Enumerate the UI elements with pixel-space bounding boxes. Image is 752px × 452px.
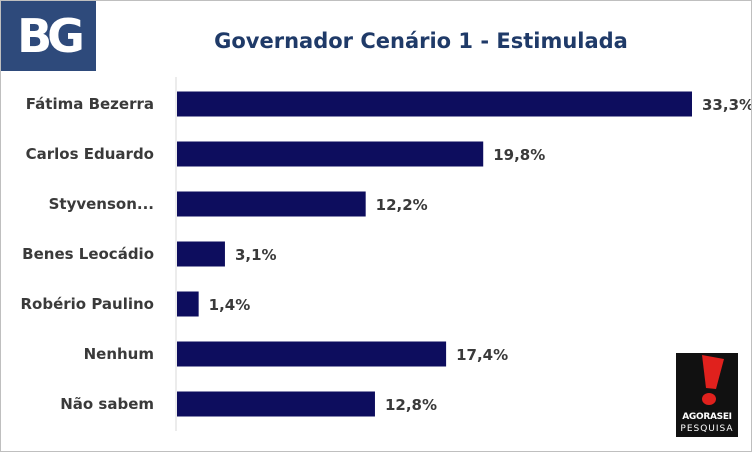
chart-title: Governador Cenário 1 - Estimulada — [214, 29, 628, 53]
bar — [177, 391, 375, 417]
category-label: Styvenson... — [49, 195, 154, 213]
bg-logo: BG — [1, 1, 96, 71]
category-label: Não sabem — [60, 395, 154, 413]
bar — [177, 141, 484, 167]
bar — [177, 341, 447, 367]
category-label: Fátima Bezerra — [26, 95, 154, 113]
bar — [177, 91, 692, 117]
bar — [177, 291, 199, 317]
value-label: 33,3% — [702, 96, 751, 114]
agora-sei-brand: AGORASEI — [682, 412, 732, 422]
category-label: Benes Leocádio — [22, 245, 154, 263]
exclamation-mark-icon — [702, 355, 724, 405]
value-label: 12,8% — [385, 396, 437, 414]
value-label: 1,4% — [209, 296, 251, 314]
bar — [177, 241, 225, 267]
value-label: 12,2% — [376, 196, 428, 214]
agora-sei-logo: AGORASEI PESQUISA — [676, 353, 738, 437]
agora-sei-subtitle: PESQUISA — [680, 424, 734, 434]
value-label: 17,4% — [456, 346, 508, 364]
category-label: Robério Paulino — [21, 295, 155, 313]
bar — [177, 191, 366, 217]
bg-logo-text: BG — [17, 9, 85, 63]
value-label: 19,8% — [493, 146, 545, 164]
category-label: Carlos Eduardo — [26, 145, 154, 163]
category-label: Nenhum — [84, 345, 154, 363]
value-label: 3,1% — [235, 246, 277, 264]
